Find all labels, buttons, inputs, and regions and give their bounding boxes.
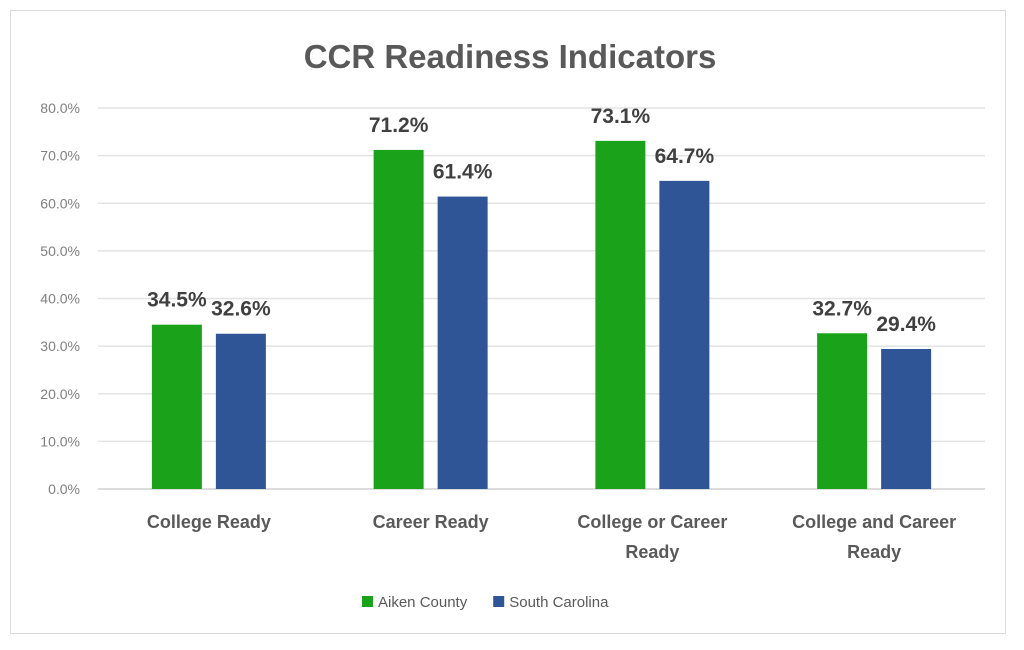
- data-label: 29.4%: [876, 313, 936, 336]
- bar-aiken-county: [595, 140, 646, 489]
- legend-swatch: [362, 596, 373, 607]
- bar-south-carolina: [437, 196, 488, 489]
- y-tick-label: 20.0%: [40, 386, 80, 402]
- x-tick-label: College or Career: [577, 512, 727, 532]
- y-tick-label: 80.0%: [40, 100, 80, 116]
- bar-south-carolina: [659, 180, 710, 489]
- y-tick-label: 40.0%: [40, 291, 80, 307]
- legend-swatch: [493, 596, 505, 607]
- y-tick-label: 0.0%: [48, 481, 80, 497]
- data-label: 71.2%: [369, 114, 429, 137]
- data-label: 34.5%: [147, 289, 207, 312]
- chart-frame: [10, 10, 1006, 634]
- bar-aiken-county: [373, 149, 424, 489]
- x-tick-label: Ready: [625, 542, 679, 562]
- y-tick-label: 70.0%: [40, 148, 80, 164]
- bar-aiken-county: [817, 333, 868, 489]
- data-label: 64.7%: [655, 145, 715, 168]
- x-tick-label: Ready: [847, 542, 901, 562]
- legend-label: South Carolina: [509, 594, 609, 611]
- data-label: 73.1%: [591, 105, 651, 128]
- x-tick-label: College Ready: [147, 512, 271, 532]
- data-label: 61.4%: [433, 161, 493, 184]
- bar-south-carolina: [215, 333, 266, 489]
- y-tick-label: 10.0%: [40, 433, 80, 449]
- legend-label: Aiken County: [378, 594, 468, 611]
- data-label: 32.7%: [812, 297, 872, 320]
- y-tick-label: 60.0%: [40, 195, 80, 211]
- y-tick-label: 30.0%: [40, 338, 80, 354]
- bar-south-carolina: [881, 348, 932, 489]
- bar-aiken-county: [151, 324, 202, 489]
- data-label: 32.6%: [211, 298, 271, 321]
- chart-title: CCR Readiness Indicators: [304, 38, 717, 75]
- x-tick-label: College and Career: [792, 512, 956, 532]
- y-tick-label: 50.0%: [40, 243, 80, 259]
- x-tick-label: Career Ready: [373, 512, 489, 532]
